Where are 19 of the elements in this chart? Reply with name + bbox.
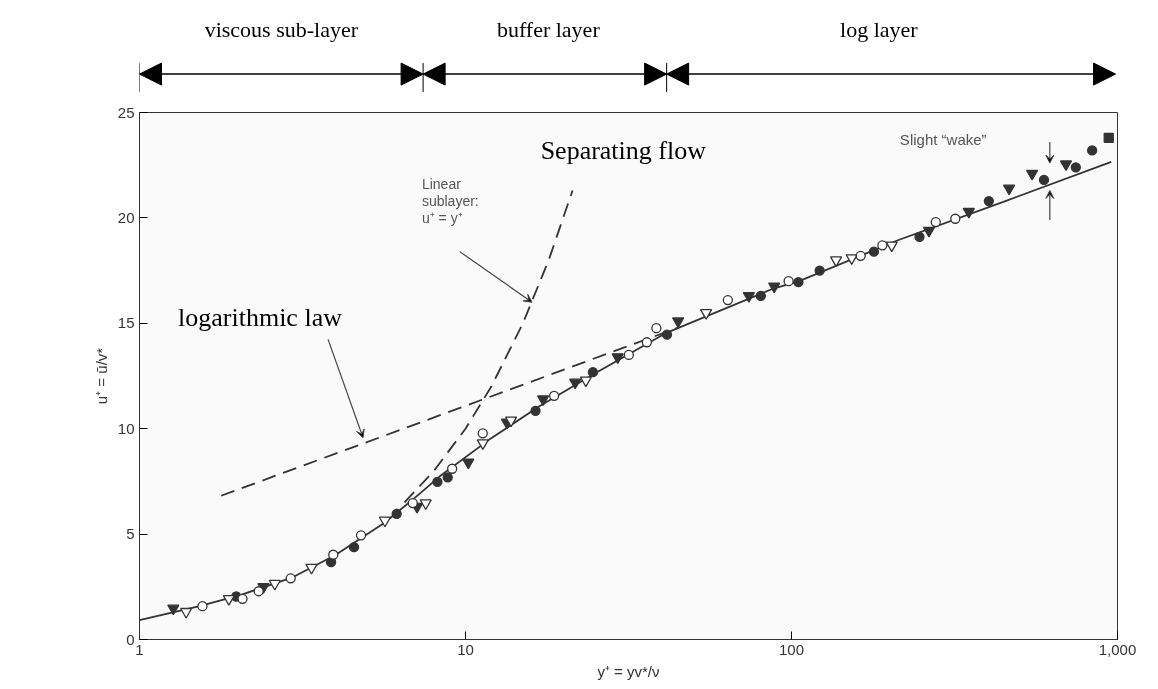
x-tick-label: 100 xyxy=(778,640,805,658)
annotation: Slight “wake” xyxy=(899,131,987,149)
y-tick-label: 10 xyxy=(117,419,135,437)
y-tick-label: 15 xyxy=(117,314,135,332)
text: log layer xyxy=(840,16,919,42)
y-tick-label: 0 xyxy=(126,630,135,648)
text: buffer layer xyxy=(496,16,601,42)
annotation: Linear sublayer: u⁺ = y⁺ xyxy=(421,175,479,226)
y-axis-title: u⁺ = ū/v* xyxy=(92,347,110,405)
y-tick-label: 25 xyxy=(117,103,135,121)
x-tick-label: 1,000 xyxy=(1098,640,1137,658)
x-tick-label: 1 xyxy=(135,640,144,658)
text: viscous sub-layer xyxy=(204,16,359,42)
x-axis-title: y⁺ = yv*/ν xyxy=(597,662,660,680)
y-tick-label: 20 xyxy=(117,208,135,226)
x-tick-label: 10 xyxy=(457,640,474,658)
annotation: Separating flow xyxy=(540,135,707,165)
annotation: logarithmic law xyxy=(178,302,343,332)
y-tick-label: 5 xyxy=(126,525,135,543)
